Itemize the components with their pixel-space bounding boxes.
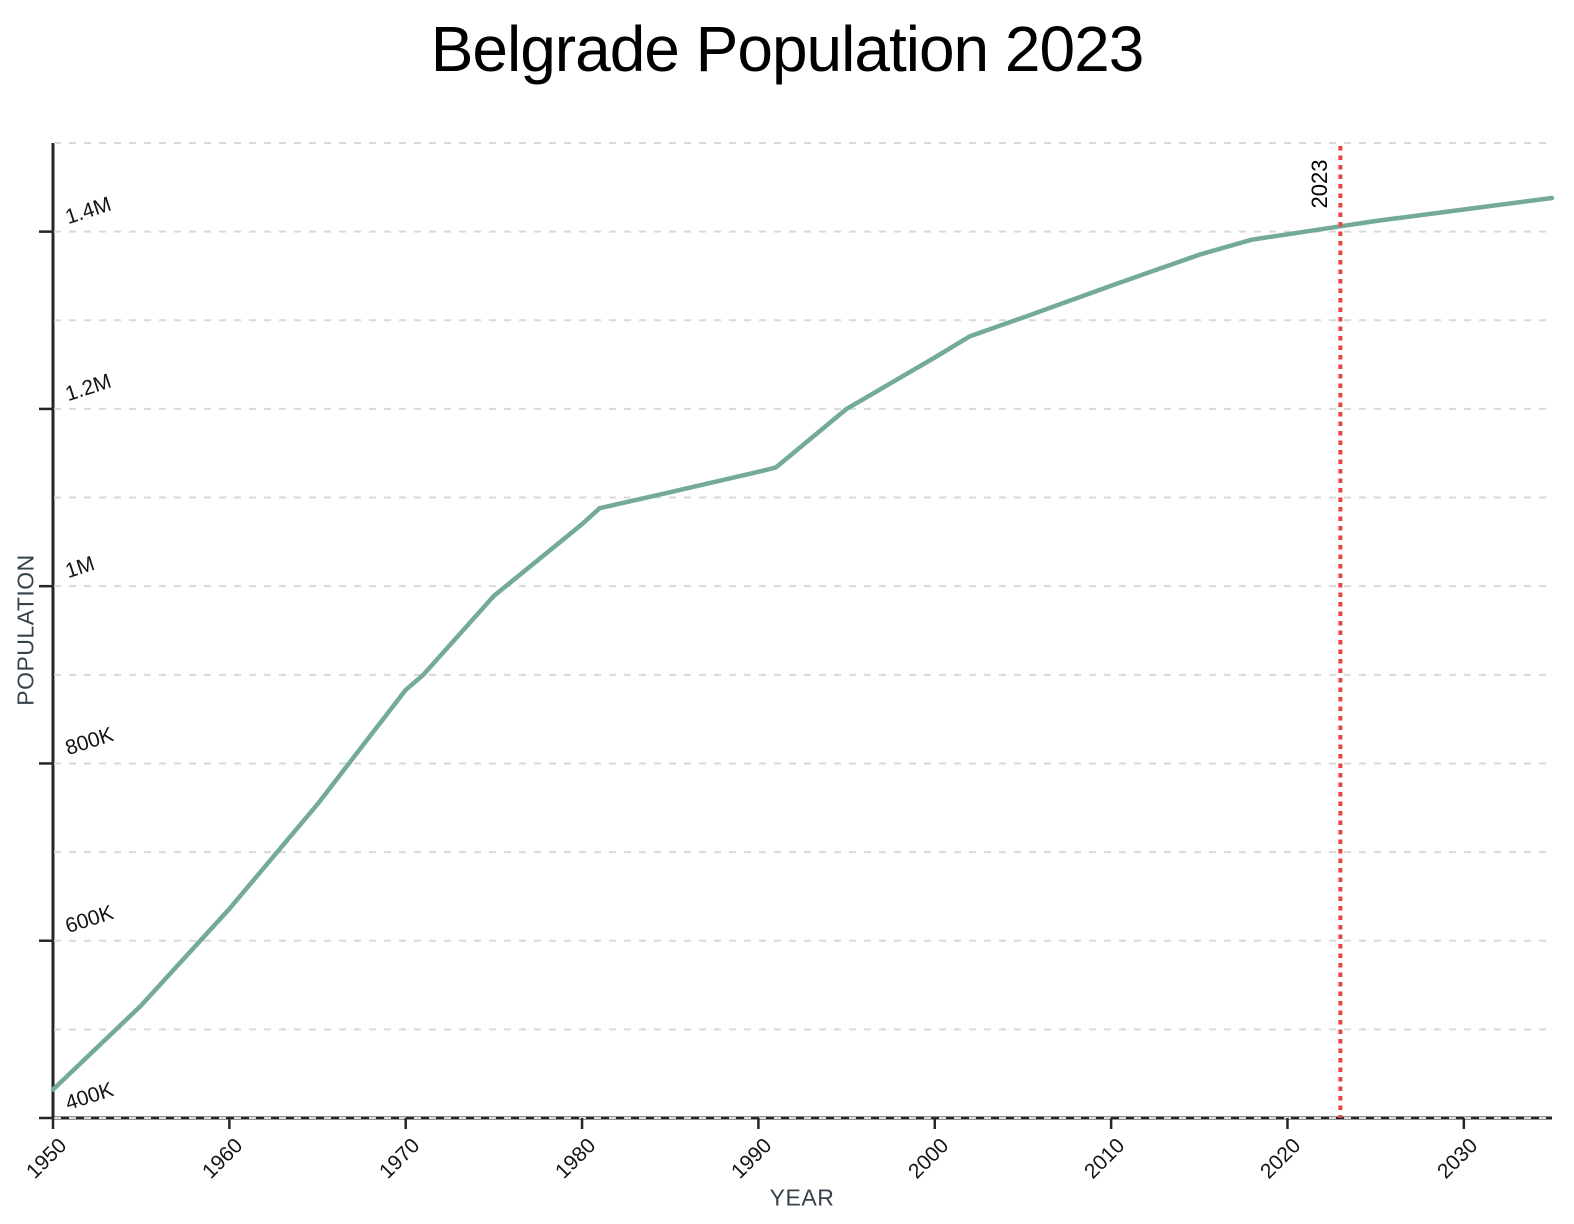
- chart-title: Belgrade Population 2023: [430, 13, 1145, 85]
- y-axis-title: POPULATION: [12, 554, 39, 706]
- population-line: [50, 195, 1555, 1092]
- marker-year-label: 2023: [1307, 159, 1332, 209]
- x-axis-title: YEAR: [769, 1184, 835, 1211]
